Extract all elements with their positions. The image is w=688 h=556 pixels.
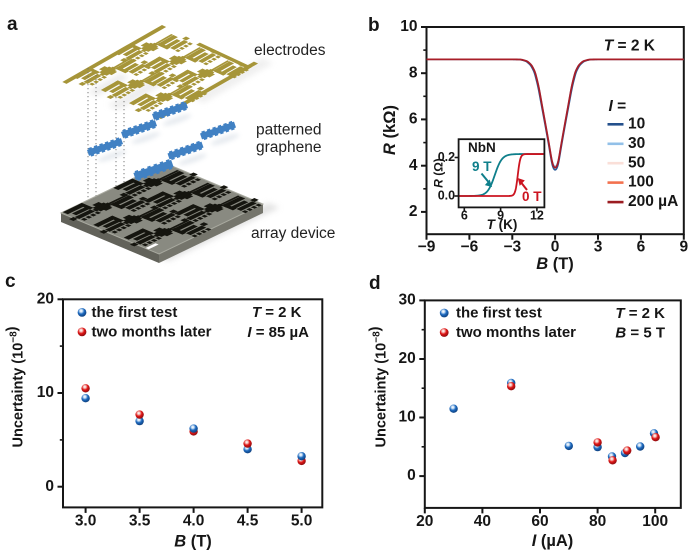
- svg-text:20: 20: [399, 350, 416, 367]
- svg-text:10: 10: [399, 409, 416, 426]
- svg-text:0: 0: [407, 467, 416, 484]
- svg-text:R (kΩ): R (kΩ): [381, 105, 399, 155]
- svg-text:50: 50: [628, 154, 645, 171]
- svg-text:electrodes: electrodes: [254, 42, 326, 59]
- svg-text:10: 10: [37, 384, 54, 401]
- svg-text:200 µA: 200 µA: [628, 193, 678, 210]
- svg-text:I (µA): I (µA): [532, 532, 574, 550]
- svg-text:5.0: 5.0: [291, 512, 313, 529]
- svg-text:−9: −9: [418, 238, 436, 255]
- svg-text:9 T: 9 T: [472, 159, 492, 174]
- svg-text:3.5: 3.5: [129, 512, 151, 529]
- svg-text:b: b: [368, 15, 380, 36]
- svg-text:100: 100: [628, 174, 654, 191]
- svg-text:B (T): B (T): [174, 533, 212, 551]
- svg-text:12: 12: [530, 208, 544, 222]
- svg-text:0.0: 0.0: [438, 188, 455, 202]
- svg-text:3: 3: [594, 238, 603, 255]
- svg-text:the first test: the first test: [92, 304, 178, 321]
- svg-text:10: 10: [628, 115, 645, 132]
- svg-text:the first test: the first test: [456, 304, 542, 321]
- svg-text:d: d: [369, 273, 381, 294]
- svg-text:6: 6: [461, 208, 468, 222]
- svg-text:0.2: 0.2: [438, 150, 455, 164]
- svg-text:I =: I =: [609, 98, 627, 115]
- svg-text:NbN: NbN: [468, 140, 496, 155]
- svg-text:Uncertainty (10−8): Uncertainty (10−8): [5, 326, 27, 447]
- svg-text:two months later: two months later: [456, 324, 576, 341]
- svg-text:10: 10: [400, 18, 417, 35]
- svg-text:20: 20: [416, 513, 433, 530]
- svg-text:graphene: graphene: [256, 139, 322, 156]
- svg-text:6: 6: [637, 238, 646, 255]
- svg-text:9: 9: [497, 208, 504, 222]
- svg-text:4: 4: [409, 157, 418, 174]
- svg-text:Uncertainty (10−8): Uncertainty (10−8): [368, 326, 390, 447]
- svg-text:patterned: patterned: [256, 122, 322, 139]
- svg-text:20: 20: [37, 290, 54, 307]
- svg-text:60: 60: [531, 513, 548, 530]
- svg-text:6: 6: [409, 110, 418, 127]
- svg-text:3.0: 3.0: [75, 512, 97, 529]
- svg-text:0 T: 0 T: [522, 189, 542, 204]
- svg-text:0: 0: [45, 478, 54, 495]
- svg-text:40: 40: [474, 513, 491, 530]
- svg-text:R (Ω): R (Ω): [432, 158, 446, 188]
- svg-text:4.5: 4.5: [237, 512, 259, 529]
- svg-text:80: 80: [589, 513, 606, 530]
- svg-text:100: 100: [642, 513, 668, 530]
- svg-text:a: a: [7, 14, 18, 35]
- svg-text:8: 8: [409, 64, 418, 81]
- svg-text:T = 2 K: T = 2 K: [615, 305, 665, 322]
- svg-text:9: 9: [679, 238, 688, 255]
- svg-text:array device: array device: [251, 225, 335, 242]
- svg-text:T = 2 K: T = 2 K: [252, 304, 302, 321]
- svg-text:B (T): B (T): [536, 255, 574, 273]
- svg-text:−6: −6: [461, 238, 479, 255]
- svg-text:30: 30: [399, 291, 416, 308]
- svg-text:4.0: 4.0: [183, 512, 205, 529]
- svg-text:T (K): T (K): [487, 217, 518, 232]
- svg-text:c: c: [5, 271, 16, 292]
- svg-text:−3: −3: [503, 238, 521, 255]
- svg-text:T = 2 K: T = 2 K: [604, 38, 656, 55]
- svg-text:B = 5 T: B = 5 T: [615, 325, 665, 342]
- svg-text:2: 2: [409, 203, 418, 220]
- svg-text:30: 30: [628, 135, 645, 152]
- svg-text:I = 85 µA: I = 85 µA: [247, 324, 309, 341]
- svg-text:two months later: two months later: [92, 323, 212, 340]
- svg-text:0: 0: [551, 238, 560, 255]
